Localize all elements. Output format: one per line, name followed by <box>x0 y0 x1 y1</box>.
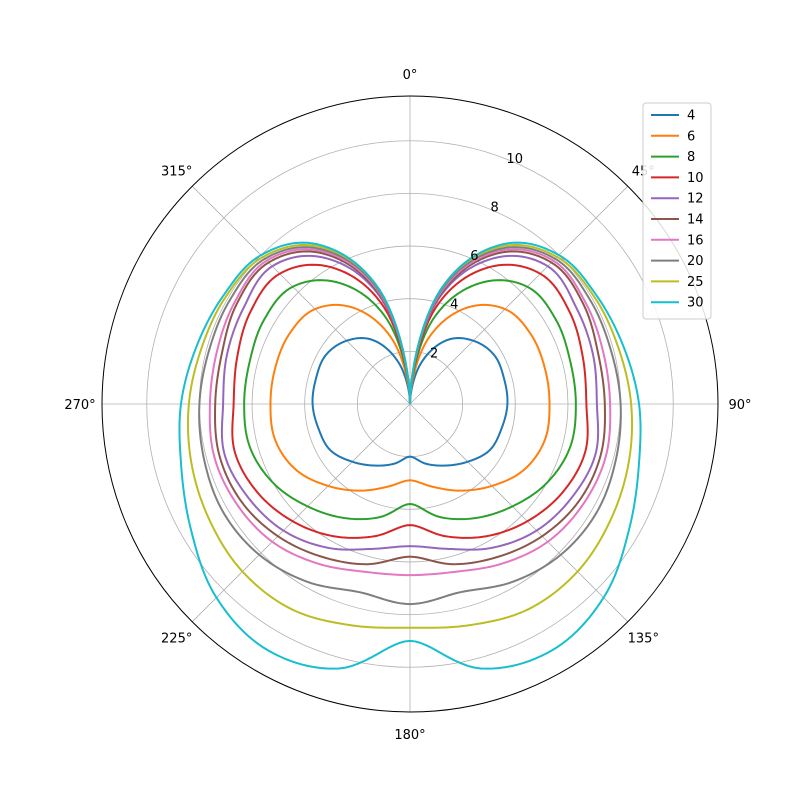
legend-label: 25 <box>687 275 704 290</box>
theta-tick-label: 270° <box>64 398 95 413</box>
legend: 4 6 8 10 12 14 16 20 25 30 <box>642 102 712 320</box>
legend-label: 12 <box>687 192 704 207</box>
radial-tick-label: 10 <box>506 152 523 167</box>
series-line-12 <box>220 254 600 551</box>
series-line-6 <box>269 303 551 492</box>
grid-layer <box>102 96 718 712</box>
theta-tick-label: 0° <box>403 68 418 83</box>
frame-layer <box>101 95 719 713</box>
series-line-30 <box>178 241 642 670</box>
series-line-14 <box>214 250 606 566</box>
legend-label: 6 <box>687 129 695 144</box>
radial-tick-label: 4 <box>450 298 458 313</box>
series-line-4 <box>311 337 509 467</box>
series-line-20 <box>198 246 622 606</box>
polar-frame <box>101 95 719 713</box>
theta-tick-label: 225° <box>161 631 192 646</box>
angular-gridline <box>191 403 411 623</box>
series-line-8 <box>243 279 577 521</box>
legend-label: 16 <box>687 233 704 248</box>
theta-tick-label: 90° <box>728 398 751 413</box>
radial-tick-label: 8 <box>490 200 498 215</box>
angular-gridline <box>191 185 411 405</box>
legend-label: 10 <box>687 171 704 186</box>
theta-tick-label: 180° <box>394 728 425 743</box>
angular-gridline <box>409 403 629 623</box>
legend-label: 14 <box>687 213 704 228</box>
theta-tick-label: 315° <box>161 165 192 180</box>
legend-label: 20 <box>687 254 704 269</box>
radial-tick-label: 6 <box>470 249 478 264</box>
series-line-10 <box>231 263 589 539</box>
theta-tick-label: 135° <box>628 631 659 646</box>
series-line-25 <box>186 243 634 629</box>
legend-label: 4 <box>687 109 695 124</box>
legend-label: 30 <box>687 296 704 311</box>
radial-tick-label: 2 <box>430 346 438 361</box>
angular-gridline <box>409 185 629 405</box>
series-layer <box>178 241 642 670</box>
series-line-16 <box>208 248 612 577</box>
legend-label: 8 <box>687 150 695 165</box>
